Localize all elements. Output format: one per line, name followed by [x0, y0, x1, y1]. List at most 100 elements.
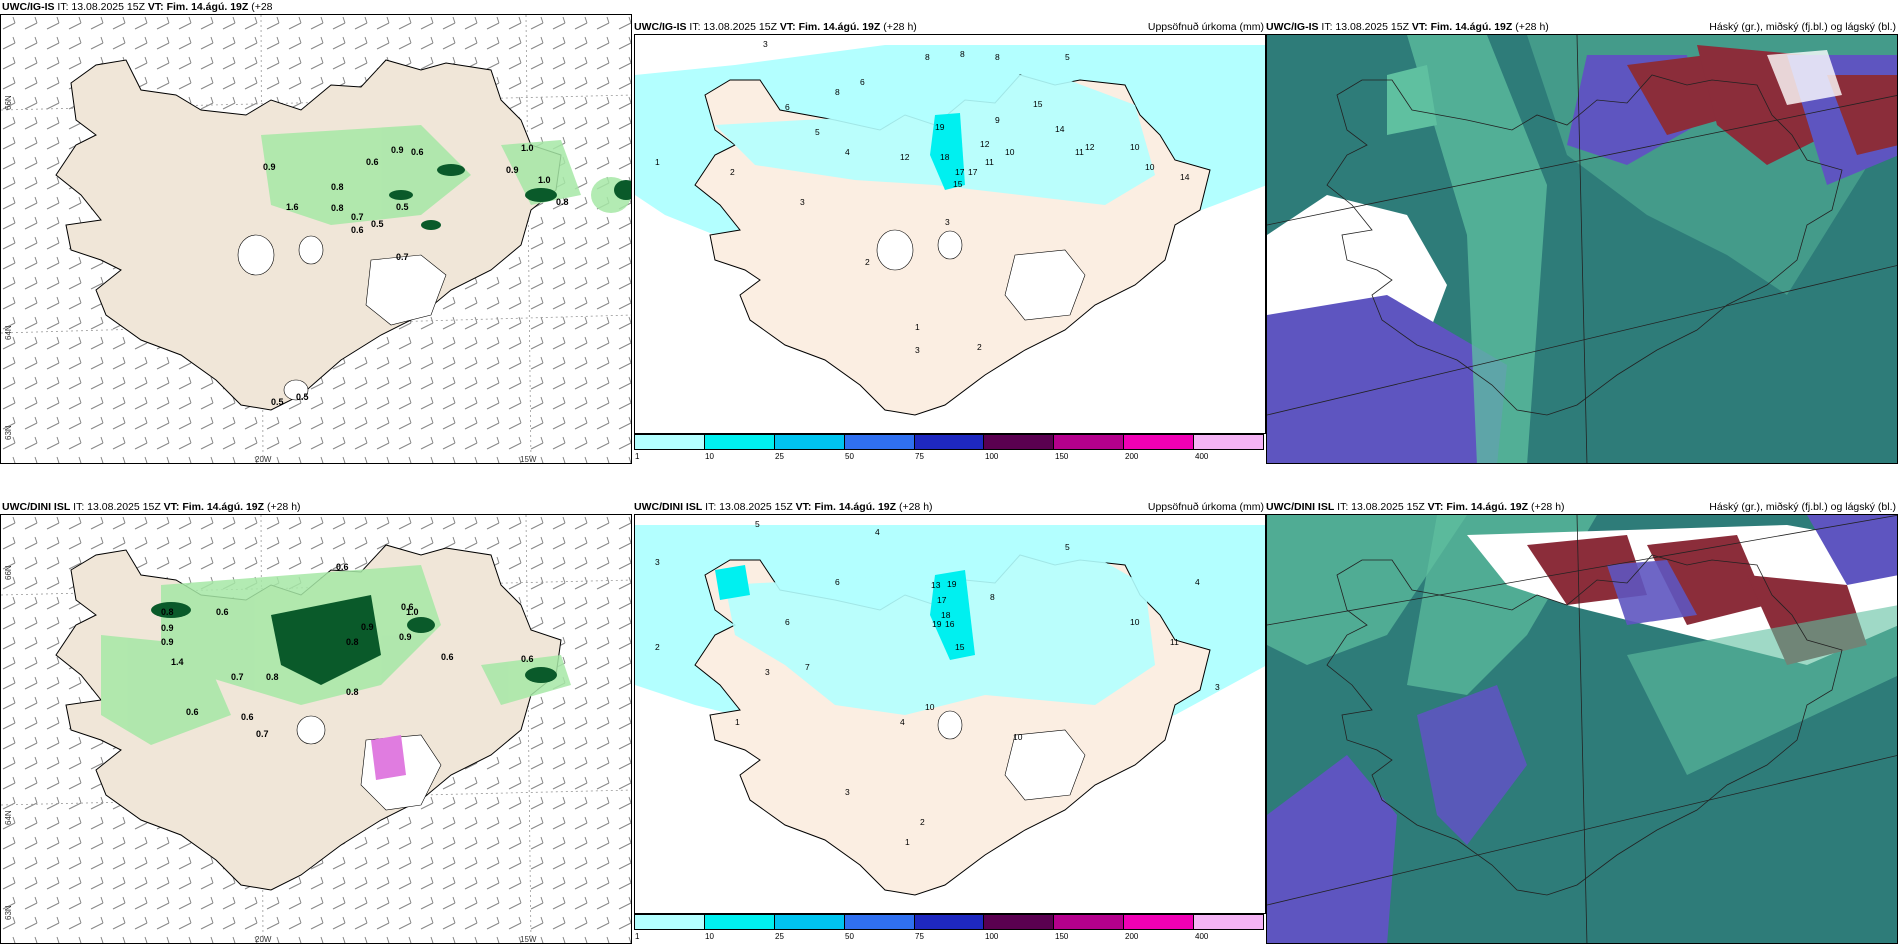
lon-label-20w: 20W	[255, 935, 272, 944]
map-value: 0.6	[241, 712, 254, 722]
map-value: 0.6	[521, 654, 534, 664]
map-value: 8	[990, 592, 995, 602]
colorbar-cell	[635, 435, 705, 449]
title-variable: Háský (gr.), miðský (fj.bl.) og lágský (…	[1709, 21, 1896, 33]
lon-label-15w: 15W	[520, 935, 537, 944]
lat-label-63n: 63N	[4, 905, 13, 920]
map-value: 6	[860, 77, 865, 87]
colorbar-label: 150	[1055, 452, 1069, 461]
map-value: 1.0	[538, 175, 551, 185]
title-valid: VT: Fim. 14.ágú. 19Z	[795, 501, 897, 513]
map-value: 6	[785, 102, 790, 112]
map-value: 8	[835, 87, 840, 97]
lat-label-66n: 66N	[4, 565, 13, 580]
map-value: 0.8	[331, 203, 344, 213]
map-value: 3	[1215, 682, 1220, 692]
colorbar-label: 400	[1195, 932, 1209, 941]
lon-label-20w: 20W	[255, 455, 272, 464]
map-value: 5	[1065, 542, 1070, 552]
map-value: 1.0	[406, 607, 419, 617]
map-value: 8	[995, 52, 1000, 62]
map-value: 3	[800, 197, 805, 207]
map-value: 8	[960, 49, 965, 59]
map-value: 1	[915, 322, 920, 332]
title-model: UWC/IG-IS	[1266, 21, 1319, 33]
lat-label-64n: 64N	[4, 810, 13, 825]
map-frame[interactable]: 5 4 3 13 19 17 18 19 16 15 10 8 6 5 4 3 …	[634, 514, 1266, 914]
map-value: 14	[1055, 124, 1065, 134]
map-value: 17	[937, 595, 947, 605]
title-model: UWC/DINI ISL	[634, 501, 703, 513]
map-value: 0.9	[399, 632, 412, 642]
map-frame[interactable]	[1266, 514, 1898, 944]
title-model: UWC/IG-IS	[634, 21, 687, 33]
map-value: 0.9	[161, 637, 174, 647]
title-variable: Uppsöfnuð úrkoma (mm)	[1147, 501, 1264, 513]
map-value: 15	[955, 642, 965, 652]
map-value: 1.6	[286, 202, 299, 212]
map-value: 0.5	[271, 397, 284, 407]
map-value: 15	[1033, 99, 1043, 109]
panel-top-mid: UWC/IG-IS IT: 13.08.2025 15Z VT: Fim. 14…	[634, 0, 1268, 470]
map-value: 0.5	[296, 392, 309, 402]
colorbar-label: 50	[845, 932, 854, 941]
colorbar-cell	[1054, 915, 1125, 929]
colorbar-cell	[1194, 435, 1264, 449]
map-value: 2	[920, 817, 925, 827]
panel-title: UWC/IG-IS IT: 13.08.2025 15Z VT: Fim. 14…	[1266, 21, 1896, 33]
colorbar-label: 200	[1125, 932, 1139, 941]
map-value: 2	[977, 342, 982, 352]
map-value: 0.8	[161, 607, 174, 617]
title-init: IT: 13.08.2025 15Z	[1337, 501, 1425, 513]
title-lead: (+28 h)	[898, 501, 933, 513]
map-frame[interactable]	[1266, 34, 1898, 464]
map-value: 12	[900, 152, 910, 162]
colorbar-cell	[774, 435, 845, 449]
map-value: 13	[931, 580, 941, 590]
map-value: 10	[925, 702, 935, 712]
title-valid: VT: Fim. 14.ágú. 19Z	[163, 501, 265, 513]
map-value: 5	[755, 519, 760, 529]
map-value: 4	[1195, 577, 1200, 587]
map-value: 0.6	[401, 602, 414, 612]
colorbar-cell	[914, 435, 985, 449]
colorbar-label: 75	[915, 932, 924, 941]
title-model: UWC/IG-IS	[2, 1, 55, 13]
map-value: 0.9	[391, 145, 404, 155]
map-value: 0.8	[346, 687, 359, 697]
colorbar-cell	[1194, 915, 1264, 929]
map-value: 6	[785, 617, 790, 627]
map-value: 3	[765, 667, 770, 677]
panel-title: UWC/DINI ISL IT: 13.08.2025 15Z VT: Fim.…	[634, 501, 1264, 513]
map-value: 10	[1130, 142, 1140, 152]
colorbar-cell	[1054, 435, 1125, 449]
map-value: 5	[815, 127, 820, 137]
colorbar-cell	[1124, 915, 1195, 929]
map-value: 4	[875, 527, 880, 537]
map-frame[interactable]: 0.6 0.8 0.9 0.9 1.4 0.6 0.9 0.8 0.6 0.8 …	[0, 514, 632, 944]
panel-bottom-mid: UWC/DINI ISL IT: 13.08.2025 15Z VT: Fim.…	[634, 480, 1268, 950]
colorbar-cell	[914, 915, 985, 929]
map-value: 0.9	[263, 162, 276, 172]
map-frame[interactable]: 0.9 0.6 0.9 0.5 1.0 1.6 0.9 1.0 0.8 0.6 …	[0, 14, 632, 464]
panel-top-left: UWC/IG-IS IT: 13.08.2025 15Z VT: Fim. 14…	[0, 0, 634, 470]
map-value: 11	[985, 157, 994, 167]
map-value: 11	[1075, 147, 1084, 157]
map-value: 19	[947, 579, 957, 589]
map-value: 1.0	[521, 143, 534, 153]
colorbar-cell	[704, 435, 775, 449]
title-lead: (+28 h)	[1515, 21, 1549, 33]
map-value: 4	[900, 717, 905, 727]
title-init: IT: 13.08.2025 15Z	[73, 501, 161, 513]
title-valid: VT: Fim. 14.ágú. 19Z	[1427, 501, 1529, 513]
title-init: IT: 13.08.2025 15Z	[705, 501, 793, 513]
colorbar-label: 10	[705, 932, 714, 941]
map-frame[interactable]: 3 8 8 8 6 5 19 18 17 17 15 12 15 14 12 1…	[634, 34, 1266, 434]
colorbar-label: 100	[985, 452, 999, 461]
map-value: 0.7	[231, 672, 244, 682]
colorbar-cell	[844, 435, 915, 449]
map-value: 1	[655, 157, 660, 167]
map-value: 15	[953, 179, 963, 189]
map-value: 2	[865, 257, 870, 267]
title-valid: VT: Fim. 14.ágú. 19Z	[147, 1, 249, 13]
